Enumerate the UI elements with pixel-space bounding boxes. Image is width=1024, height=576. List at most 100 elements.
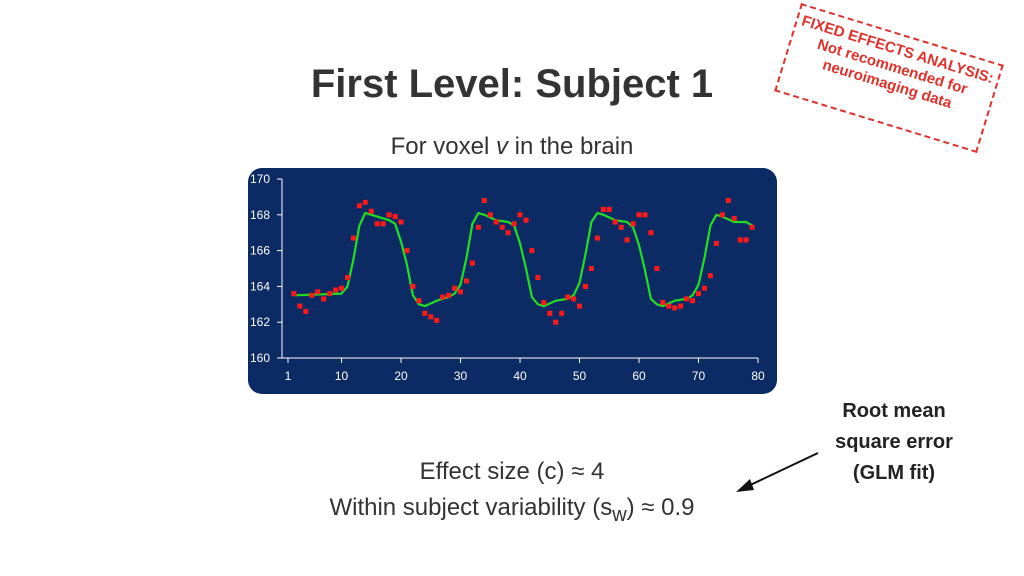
- data-point: [309, 292, 315, 298]
- within-suffix: ) ≈ 0.9: [626, 494, 695, 521]
- data-point: [642, 212, 648, 218]
- data-point: [618, 224, 624, 230]
- data-point: [291, 291, 297, 297]
- data-point: [553, 319, 559, 325]
- data-point: [731, 215, 737, 221]
- data-point: [636, 212, 642, 218]
- data-point: [696, 291, 701, 297]
- data-point: [345, 275, 350, 280]
- rmse-line-1: Root mean: [842, 400, 946, 422]
- data-point: [612, 219, 618, 225]
- data-point: [725, 198, 731, 203]
- data-point: [339, 285, 344, 291]
- data-point: [684, 296, 690, 302]
- arrow-shaft: [745, 452, 819, 488]
- data-point: [428, 314, 434, 320]
- rmse-annotation: Root mean square error (GLM fit): [818, 396, 970, 489]
- data-point: [719, 212, 725, 218]
- y-tick-label: 170: [250, 172, 270, 186]
- data-point: [446, 292, 452, 298]
- data-point: [315, 289, 321, 295]
- subtitle-prefix: For voxel: [390, 133, 496, 160]
- data-point: [654, 266, 660, 271]
- voxel-timeseries-chart: 1 10 20 30 40 50 60 70 80 160 162 164 166 168 170: [248, 168, 777, 394]
- data-point: [666, 303, 672, 309]
- data-point: [511, 221, 517, 227]
- data-point: [678, 303, 684, 309]
- data-point: [333, 287, 339, 293]
- data-point: [481, 198, 487, 203]
- arrow-head: [736, 479, 754, 492]
- y-tick-label: 160: [250, 351, 270, 365]
- data-point: [368, 208, 374, 214]
- data-point: [374, 221, 380, 227]
- data-point: [707, 273, 713, 279]
- within-subscript: w: [612, 503, 627, 526]
- data-point: [571, 296, 577, 302]
- x-tick-label: 40: [513, 369, 527, 383]
- data-points-group: [291, 198, 755, 325]
- data-point: [565, 294, 571, 300]
- data-point: [743, 237, 749, 243]
- y-tick-label: 166: [250, 244, 270, 258]
- data-point: [529, 248, 535, 254]
- rmse-line-3: (GLM fit): [852, 462, 936, 484]
- data-point: [380, 221, 386, 227]
- within-subject-variability-text: Within subject variability (sw) ≈ 0.9: [0, 494, 1024, 527]
- data-point: [713, 240, 719, 246]
- data-point: [416, 298, 422, 304]
- data-point: [404, 248, 410, 254]
- data-point: [386, 212, 392, 218]
- data-point: [630, 221, 636, 227]
- data-point: [321, 296, 327, 302]
- y-tick-label: 162: [250, 315, 270, 329]
- data-point: [672, 305, 678, 311]
- data-point: [392, 214, 398, 220]
- x-tick-label: 70: [692, 369, 706, 383]
- data-point: [702, 285, 707, 291]
- y-tick-label: 164: [250, 279, 270, 293]
- data-point: [452, 285, 458, 291]
- data-point: [547, 310, 553, 316]
- data-point: [440, 294, 446, 300]
- data-point: [356, 203, 362, 209]
- subtitle-variable: v: [495, 133, 508, 160]
- data-point: [475, 224, 481, 230]
- data-point: [594, 235, 600, 241]
- data-point: [588, 266, 594, 271]
- data-point: [648, 230, 654, 236]
- data-point: [493, 219, 499, 225]
- data-point: [737, 237, 743, 243]
- subtitle-suffix: in the brain: [507, 133, 634, 160]
- data-point: [464, 278, 469, 284]
- data-point: [487, 212, 493, 218]
- slide-title: First Level: Subject 1: [310, 62, 714, 106]
- glm-fit-line-group: [293, 211, 753, 308]
- y-tick-label: 168: [250, 208, 270, 222]
- data-point: [749, 224, 755, 230]
- x-tick-label: 10: [335, 369, 349, 383]
- slide-subtitle: For voxel v in the brain: [0, 133, 1024, 161]
- chart-ticks: 1 10 20 30 40 50 60 70 80 160 162 164 166 168 170: [250, 172, 765, 383]
- data-point: [523, 217, 529, 223]
- annotation-arrow: [736, 452, 819, 492]
- rmse-line-2: square error: [835, 431, 953, 453]
- data-point: [327, 291, 333, 297]
- data-point: [559, 310, 565, 316]
- data-point: [422, 310, 428, 316]
- data-point: [505, 230, 511, 236]
- effect-size-text: Effect size (c) ≈ 4: [419, 458, 605, 485]
- x-tick-label: 80: [751, 369, 765, 383]
- data-point: [434, 317, 440, 323]
- data-point: [517, 212, 523, 218]
- chart-background: [248, 168, 777, 394]
- data-point: [499, 224, 505, 230]
- data-point: [469, 260, 475, 266]
- data-point: [541, 300, 547, 305]
- glm-fit-line: [293, 211, 753, 308]
- x-tick-label: 60: [632, 369, 646, 383]
- data-point: [535, 275, 541, 280]
- data-point: [690, 298, 696, 304]
- data-point: [398, 219, 404, 225]
- data-point: [624, 237, 630, 243]
